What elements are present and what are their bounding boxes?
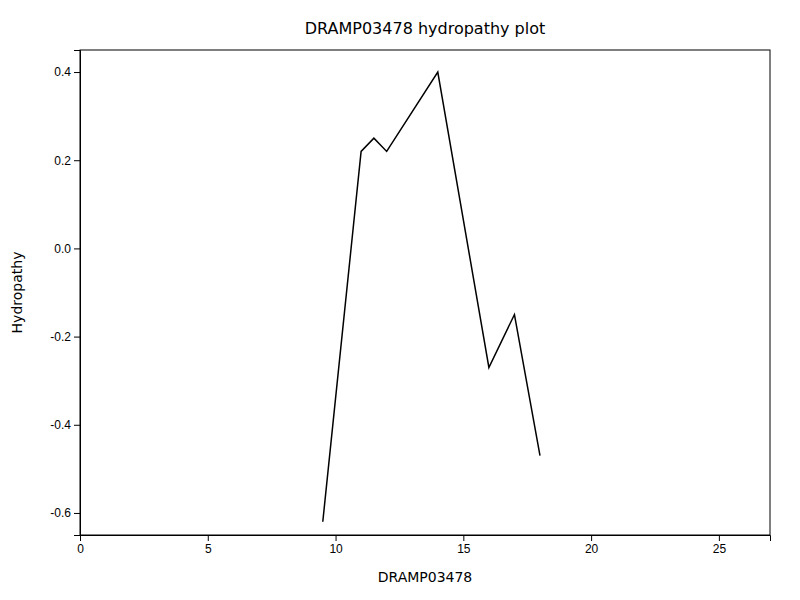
- x-tick-mark: [463, 535, 464, 541]
- x-tick: 20: [585, 535, 599, 556]
- y-axis-line: [74, 51, 81, 536]
- x-tick-label: 5: [205, 542, 212, 556]
- x-axis-title: DRAMP03478: [378, 569, 473, 585]
- y-tick-label: 0.2: [54, 154, 71, 168]
- x-axis-line: [81, 536, 771, 542]
- y-tick-label: 0.4: [54, 65, 71, 79]
- x-tick-label: 15: [457, 542, 471, 556]
- x-tick: 15: [457, 535, 471, 556]
- x-tick-mark: [591, 535, 592, 541]
- y-tick: 0.2: [54, 154, 80, 168]
- x-tick-label: 25: [713, 542, 727, 556]
- y-tick-mark: [74, 160, 80, 161]
- plot-frame: [80, 50, 770, 535]
- x-tick: 10: [329, 535, 343, 556]
- y-tick-mark: [74, 337, 80, 338]
- y-tick-mark: [74, 248, 80, 249]
- x-tick-label: 20: [585, 542, 599, 556]
- x-tick-label: 10: [329, 542, 343, 556]
- x-tick-mark: [336, 535, 337, 541]
- y-tick-label: -0.2: [50, 330, 71, 344]
- plot: 0 5 10 15 20 25 -0.6 -0.4 -0.2 0.0 0.2 0.4: [50, 50, 770, 556]
- y-axis: -0.6 -0.4 -0.2 0.0 0.2 0.4: [50, 51, 80, 536]
- x-tick-mark: [208, 535, 209, 541]
- data-line: [323, 72, 540, 522]
- y-tick: -0.6: [50, 506, 80, 520]
- y-tick-label: -0.6: [50, 506, 71, 520]
- x-tick: 25: [713, 535, 727, 556]
- x-tick-mark: [719, 535, 720, 541]
- x-tick: 0: [77, 535, 84, 556]
- chart-title: DRAMP03478 hydropathy plot: [305, 19, 546, 38]
- x-axis: 0 5 10 15 20 25: [77, 535, 770, 556]
- x-tick: 5: [205, 535, 212, 556]
- y-tick-label: -0.4: [50, 418, 71, 432]
- y-tick: 0.0: [54, 242, 80, 256]
- y-tick-mark: [74, 425, 80, 426]
- y-tick-label: 0.0: [54, 242, 71, 256]
- y-tick: -0.4: [50, 418, 80, 432]
- y-axis-title: Hydropathy: [9, 252, 25, 334]
- y-tick-mark: [74, 513, 80, 514]
- y-tick: -0.2: [50, 330, 80, 344]
- marks: [323, 72, 540, 522]
- y-tick: 0.4: [54, 65, 80, 79]
- x-tick-label: 0: [77, 542, 84, 556]
- y-tick-mark: [74, 72, 80, 73]
- chart: 0 5 10 15 20 25 -0.6 -0.4 -0.2 0.0 0.2 0.4 DRAMP0347…: [0, 0, 800, 600]
